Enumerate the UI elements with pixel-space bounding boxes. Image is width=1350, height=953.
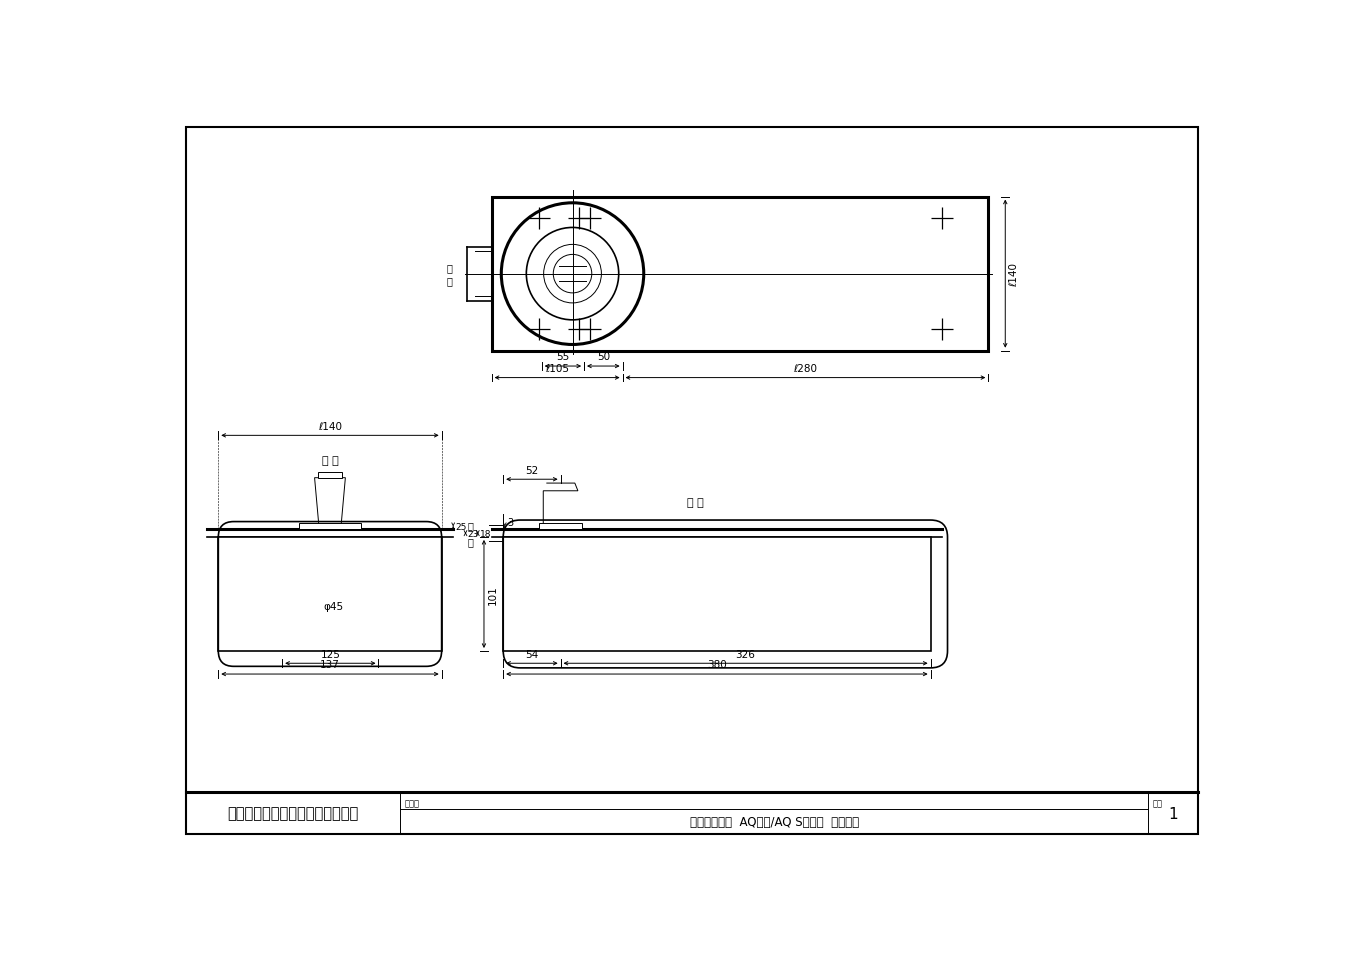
Text: 枠: 枠 <box>447 275 452 286</box>
Text: 23: 23 <box>468 529 479 538</box>
Text: 326: 326 <box>736 649 756 659</box>
Text: 枠: 枠 <box>468 537 474 546</box>
Text: 壁: 壁 <box>468 521 474 531</box>
Bar <box>491 197 988 352</box>
Text: ℓ140: ℓ140 <box>319 421 342 432</box>
Text: 137: 137 <box>320 659 340 670</box>
Text: 18: 18 <box>481 529 491 538</box>
Text: 125: 125 <box>320 649 340 659</box>
Text: 3: 3 <box>508 517 513 527</box>
Bar <box>219 537 441 651</box>
Text: 54: 54 <box>525 649 539 659</box>
Text: 52: 52 <box>525 466 539 476</box>
Text: ℓ280: ℓ280 <box>794 364 818 374</box>
Text: ド ア: ド ア <box>687 497 705 508</box>
Text: ℓ140: ℓ140 <box>1008 262 1019 286</box>
Text: 380: 380 <box>707 659 726 670</box>
Text: 50: 50 <box>597 352 610 362</box>
Text: アクアヒンジ  AQ３０/AQ S－３０  納まり図: アクアヒンジ AQ３０/AQ S－３０ 納まり図 <box>690 815 859 828</box>
Bar <box>317 472 343 478</box>
Text: 日本ドアーチエック製造株式会社: 日本ドアーチエック製造株式会社 <box>227 805 359 821</box>
Text: φ45: φ45 <box>324 601 344 611</box>
Text: 55: 55 <box>556 352 570 362</box>
Text: ℓ105: ℓ105 <box>545 364 570 374</box>
Text: 図番名: 図番名 <box>405 799 420 807</box>
Text: ド ア: ド ア <box>321 456 339 466</box>
Text: 1: 1 <box>1168 805 1179 821</box>
Bar <box>504 537 930 651</box>
Text: 101: 101 <box>487 584 498 604</box>
Text: 25: 25 <box>455 522 467 531</box>
Text: 壁: 壁 <box>447 263 452 274</box>
Bar <box>300 523 360 530</box>
Text: 縮尺: 縮尺 <box>1153 799 1162 807</box>
Bar <box>540 523 582 530</box>
